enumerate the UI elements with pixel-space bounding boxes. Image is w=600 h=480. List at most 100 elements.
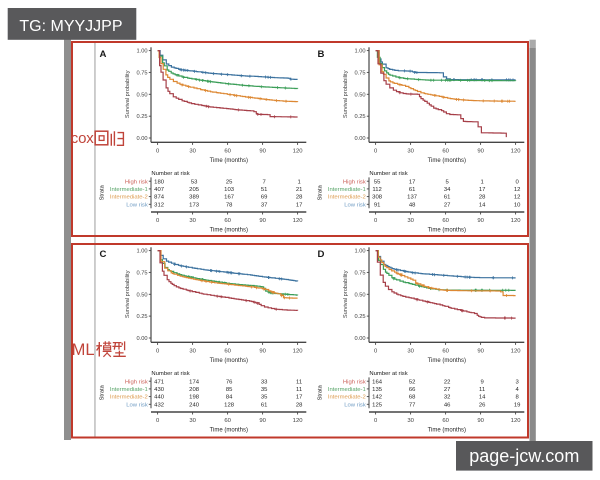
svg-text:471: 471 <box>154 379 164 385</box>
svg-text:60: 60 <box>224 149 231 155</box>
svg-text:0.50: 0.50 <box>137 292 148 298</box>
svg-text:12: 12 <box>514 187 521 193</box>
svg-text:page-jcw.com: page-jcw.com <box>469 446 579 466</box>
svg-text:60: 60 <box>442 218 449 224</box>
svg-text:90: 90 <box>259 218 266 224</box>
svg-text:High risk: High risk <box>125 379 148 385</box>
svg-text:432: 432 <box>154 402 164 408</box>
svg-text:Time (months): Time (months) <box>428 358 466 364</box>
svg-text:B: B <box>318 49 325 60</box>
svg-text:0: 0 <box>156 418 160 424</box>
svg-text:60: 60 <box>442 418 449 424</box>
svg-text:60: 60 <box>442 149 449 155</box>
svg-text:90: 90 <box>477 218 484 224</box>
svg-text:430: 430 <box>154 387 165 393</box>
svg-text:0.25: 0.25 <box>355 314 366 320</box>
svg-text:30: 30 <box>407 349 414 355</box>
svg-text:28: 28 <box>296 402 303 408</box>
svg-text:60: 60 <box>224 349 231 355</box>
svg-text:22: 22 <box>444 379 451 385</box>
svg-text:1.00: 1.00 <box>137 249 148 255</box>
svg-text:Time (months): Time (months) <box>210 427 248 433</box>
svg-text:308: 308 <box>372 195 383 201</box>
svg-text:0.00: 0.00 <box>355 336 366 342</box>
svg-text:Survival probability: Survival probability <box>125 270 131 318</box>
svg-text:Intermediate-2: Intermediate-2 <box>110 395 148 401</box>
svg-text:Survival probability: Survival probability <box>343 270 349 318</box>
svg-text:High risk: High risk <box>343 379 366 385</box>
svg-text:389: 389 <box>189 195 199 201</box>
svg-text:30: 30 <box>189 149 196 155</box>
svg-text:ML: ML <box>72 341 95 359</box>
svg-text:Strata: Strata <box>317 184 323 200</box>
svg-text:0.50: 0.50 <box>355 92 366 98</box>
svg-text:60: 60 <box>442 349 449 355</box>
svg-text:30: 30 <box>407 418 414 424</box>
svg-text:26: 26 <box>479 402 486 408</box>
svg-text:0.75: 0.75 <box>355 270 366 276</box>
svg-text:208: 208 <box>189 387 200 393</box>
svg-text:0: 0 <box>515 179 519 185</box>
svg-text:Time (months): Time (months) <box>428 158 466 164</box>
svg-text:35: 35 <box>261 387 268 393</box>
svg-text:Low risk: Low risk <box>126 402 148 408</box>
svg-text:120: 120 <box>511 418 522 424</box>
svg-text:32: 32 <box>444 395 451 401</box>
svg-text:90: 90 <box>477 149 484 155</box>
svg-text:4: 4 <box>515 387 519 393</box>
svg-text:0.75: 0.75 <box>137 270 148 276</box>
svg-text:30: 30 <box>189 349 196 355</box>
svg-text:21: 21 <box>296 187 303 193</box>
svg-text:0: 0 <box>374 418 378 424</box>
svg-text:0: 0 <box>156 349 160 355</box>
svg-text:0: 0 <box>374 218 378 224</box>
svg-text:137: 137 <box>407 195 417 201</box>
svg-text:17: 17 <box>296 395 303 401</box>
svg-text:Intermediate-2: Intermediate-2 <box>328 395 366 401</box>
svg-text:90: 90 <box>477 349 484 355</box>
svg-text:312: 312 <box>154 202 164 208</box>
svg-text:90: 90 <box>259 349 266 355</box>
svg-text:90: 90 <box>477 418 484 424</box>
svg-text:103: 103 <box>224 187 235 193</box>
svg-text:61: 61 <box>444 195 451 201</box>
svg-text:0.00: 0.00 <box>355 136 366 142</box>
svg-text:60: 60 <box>224 418 231 424</box>
svg-text:120: 120 <box>293 149 304 155</box>
svg-text:Time (months): Time (months) <box>210 358 248 364</box>
svg-text:Strata: Strata <box>99 384 105 400</box>
svg-text:91: 91 <box>374 202 381 208</box>
svg-text:135: 135 <box>372 387 383 393</box>
svg-text:167: 167 <box>224 195 234 201</box>
svg-text:35: 35 <box>261 395 268 401</box>
svg-text:69: 69 <box>261 195 268 201</box>
svg-text:440: 440 <box>154 395 165 401</box>
svg-text:C: C <box>100 249 107 260</box>
svg-text:28: 28 <box>479 195 486 201</box>
svg-text:125: 125 <box>372 402 383 408</box>
svg-text:Strata: Strata <box>99 184 105 200</box>
svg-text:Low risk: Low risk <box>344 402 366 408</box>
svg-text:61: 61 <box>261 402 268 408</box>
svg-text:A: A <box>100 49 107 60</box>
svg-text:9: 9 <box>480 379 483 385</box>
svg-text:14: 14 <box>479 395 486 401</box>
svg-text:77: 77 <box>409 402 416 408</box>
svg-text:120: 120 <box>293 218 304 224</box>
svg-text:11: 11 <box>296 387 302 393</box>
svg-text:90: 90 <box>259 149 266 155</box>
svg-text:12: 12 <box>514 195 521 201</box>
svg-text:240: 240 <box>189 402 200 408</box>
svg-text:205: 205 <box>189 187 200 193</box>
svg-text:164: 164 <box>372 379 383 385</box>
svg-text:Time (months): Time (months) <box>428 227 466 233</box>
svg-text:High risk: High risk <box>125 179 148 185</box>
svg-text:Time (months): Time (months) <box>210 158 248 164</box>
svg-text:0.25: 0.25 <box>137 314 148 320</box>
svg-text:Intermediate-1: Intermediate-1 <box>328 387 366 393</box>
svg-text:28: 28 <box>296 195 303 201</box>
svg-text:30: 30 <box>407 218 414 224</box>
svg-text:76: 76 <box>226 379 233 385</box>
svg-text:85: 85 <box>226 387 233 393</box>
svg-text:Strata: Strata <box>317 384 323 400</box>
